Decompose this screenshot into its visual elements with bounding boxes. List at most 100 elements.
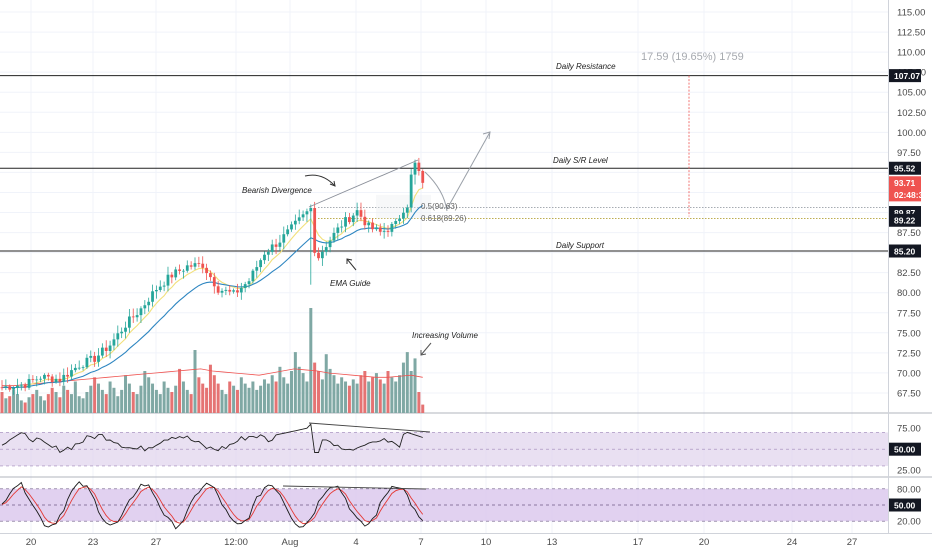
price-axis[interactable]: 115.00112.50110.00107.50105.00102.50100.…: [897, 8, 926, 400]
time-tick-label: 17: [633, 537, 644, 548]
time-tick-label: 20: [26, 537, 37, 548]
price-badge-daily-resistance-text: 107.07: [894, 71, 920, 81]
rsi-divergence-line[interactable]: [308, 422, 431, 433]
candle-body: [209, 273, 212, 278]
candle-body: [77, 367, 81, 369]
candle-body: [293, 220, 297, 225]
chart-labels: Daily Resistance Daily S/R Level Daily S…: [242, 51, 744, 340]
volume-bar: [143, 371, 147, 413]
oscillator-axis[interactable]: 75.00 25.00 50.00 80.00 20.00 50.00: [889, 424, 921, 528]
price-badge-daily-sr-bg: [889, 161, 921, 175]
volume-bar: [282, 377, 286, 413]
volume-bar: [290, 371, 293, 413]
divergence-trendline[interactable]: [308, 159, 419, 208]
volume-bar: [413, 358, 417, 413]
volume-bar: [120, 389, 124, 413]
candle-body: [4, 386, 8, 388]
time-tick-label: 7: [418, 537, 423, 548]
volume-bar: [297, 366, 301, 413]
time-axis[interactable]: 20 23 27 12:00 Aug 4 7 10 13 17 20 24 27: [26, 537, 858, 548]
annotation-arrowhead-volume: [420, 350, 427, 356]
stoch-d-line: [1, 486, 424, 525]
candle-body: [336, 227, 340, 233]
candle-body: [16, 385, 19, 388]
candle-body: [108, 345, 112, 351]
candle-body: [135, 315, 139, 318]
stoch-panel[interactable]: [0, 481, 888, 530]
volume-bar: [398, 375, 402, 413]
ema-slow-line: [1, 204, 424, 389]
volume-bar: [162, 381, 166, 413]
price-badge-daily-resistance: 107.07: [889, 69, 921, 83]
candle-body: [50, 376, 54, 383]
price-tick-label: 77.50: [897, 308, 921, 319]
time-tick-label: 27: [151, 537, 162, 548]
candle-body: [247, 281, 251, 285]
volume-bar: [205, 387, 209, 413]
annotation-arrow-ema: [346, 258, 357, 271]
rsi-panel[interactable]: [0, 423, 888, 467]
candle-body: [390, 223, 394, 232]
stoch-divergence-line[interactable]: [282, 485, 427, 490]
candle-body: [243, 284, 247, 289]
volume-bar: [181, 381, 185, 413]
projection-arrow[interactable]: [446, 131, 491, 210]
annotation-arrowhead-ema: [346, 258, 353, 264]
volume-bar: [394, 381, 398, 413]
volume-bar: [135, 394, 139, 413]
volume-bar: [259, 385, 263, 413]
price-levels[interactable]: [0, 75, 888, 252]
fib-zone[interactable]: [376, 194, 431, 219]
candle-body: [174, 269, 178, 278]
price-tick-label: 75.00: [897, 328, 921, 339]
fib-label-0618: 0.618(89.26): [421, 214, 467, 223]
volume-bar: [58, 397, 62, 413]
candle-body: [73, 367, 77, 371]
volume-bar: [158, 394, 162, 413]
volume-bar: [166, 387, 170, 413]
candle-body: [112, 339, 116, 346]
volume-bar: [73, 381, 77, 413]
volume-bar: [89, 385, 93, 413]
projection-curve[interactable]: [424, 171, 448, 212]
time-tick-label: 27: [847, 537, 858, 548]
price-tick-label: 70.00: [897, 368, 921, 379]
volume-bar: [274, 381, 278, 413]
price-badge-fib-05-text: 89.87: [894, 208, 916, 218]
time-tick-label: 24: [787, 537, 798, 548]
volume-bar: [77, 396, 81, 413]
volume-bar: [309, 308, 313, 413]
volume-bar: [251, 381, 255, 413]
candle-body: [421, 171, 425, 183]
candle-body: [328, 240, 332, 248]
volume-bar: [131, 392, 135, 413]
candle-body: [27, 378, 31, 388]
volume-bar: [317, 371, 321, 413]
candle-body: [255, 267, 259, 271]
volume-bar: [390, 377, 394, 413]
candle-body: [151, 291, 154, 302]
volume-bar: [100, 389, 104, 413]
rsi-value-badge-text: 50.00: [894, 444, 916, 454]
volume-bar: [344, 381, 348, 413]
candle-body: [278, 242, 282, 247]
annotation-bearish-divergence: Bearish Divergence: [242, 186, 312, 195]
volume-bar: [23, 402, 27, 413]
candle-body: [131, 316, 135, 318]
candle-body: [46, 374, 50, 377]
candle-body: [70, 370, 73, 377]
volume-bar: [8, 396, 12, 413]
time-tick-label: 4: [353, 537, 358, 548]
candle-body: [324, 247, 328, 252]
volume-bar: [12, 389, 16, 413]
price-tick-label: 110.00: [897, 48, 925, 59]
drawings[interactable]: [282, 75, 690, 490]
candle-body: [301, 214, 305, 218]
candle-body: [332, 232, 336, 241]
price-tick-label: 80.00: [897, 288, 921, 299]
candle-body: [282, 234, 286, 243]
candle-body: [270, 244, 274, 252]
volume-bar: [328, 368, 332, 413]
